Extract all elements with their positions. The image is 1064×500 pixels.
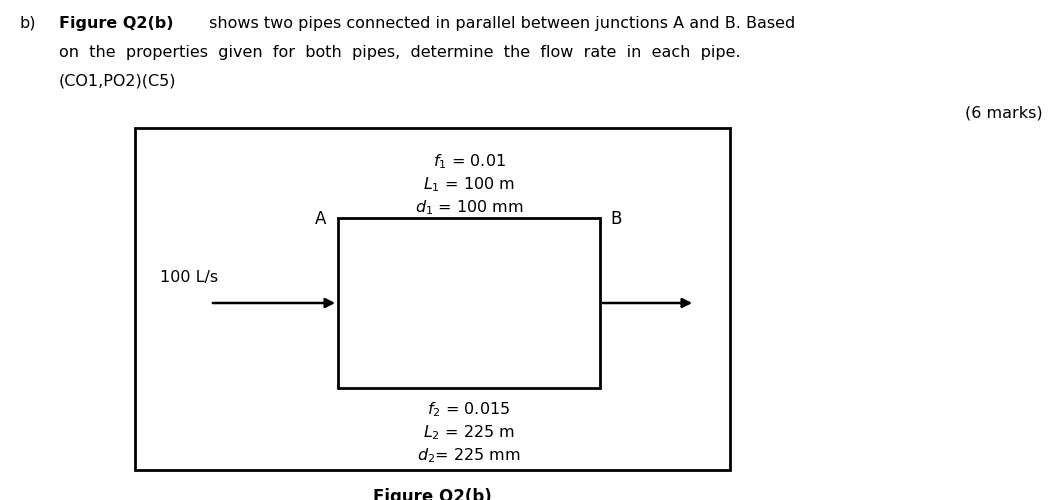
Text: 100 L/s: 100 L/s bbox=[160, 270, 218, 285]
Text: $f_2$ = 0.015: $f_2$ = 0.015 bbox=[428, 400, 511, 418]
Text: $f_1$ = 0.01: $f_1$ = 0.01 bbox=[432, 152, 505, 171]
Text: $d_1$ = 100 mm: $d_1$ = 100 mm bbox=[415, 198, 523, 216]
Text: Figure Q2(b): Figure Q2(b) bbox=[59, 16, 173, 31]
Bar bbox=[338, 218, 600, 388]
Text: A: A bbox=[315, 210, 326, 228]
Text: $L_2$ = 225 m: $L_2$ = 225 m bbox=[423, 423, 515, 442]
Text: (CO1,PO2)(C5): (CO1,PO2)(C5) bbox=[59, 74, 176, 89]
Text: $L_1$ = 100 m: $L_1$ = 100 m bbox=[423, 175, 515, 194]
Text: on  the  properties  given  for  both  pipes,  determine  the  flow  rate  in  e: on the properties given for both pipes, … bbox=[59, 45, 741, 60]
Text: (6 marks): (6 marks) bbox=[965, 105, 1043, 120]
Bar bbox=[135, 128, 730, 470]
Text: b): b) bbox=[19, 16, 36, 31]
Text: $d_2$= 225 mm: $d_2$= 225 mm bbox=[417, 446, 521, 464]
Text: Figure Q2(b): Figure Q2(b) bbox=[373, 488, 492, 500]
Text: shows two pipes connected in parallel between junctions A and B. Based: shows two pipes connected in parallel be… bbox=[204, 16, 796, 31]
Text: B: B bbox=[610, 210, 621, 228]
